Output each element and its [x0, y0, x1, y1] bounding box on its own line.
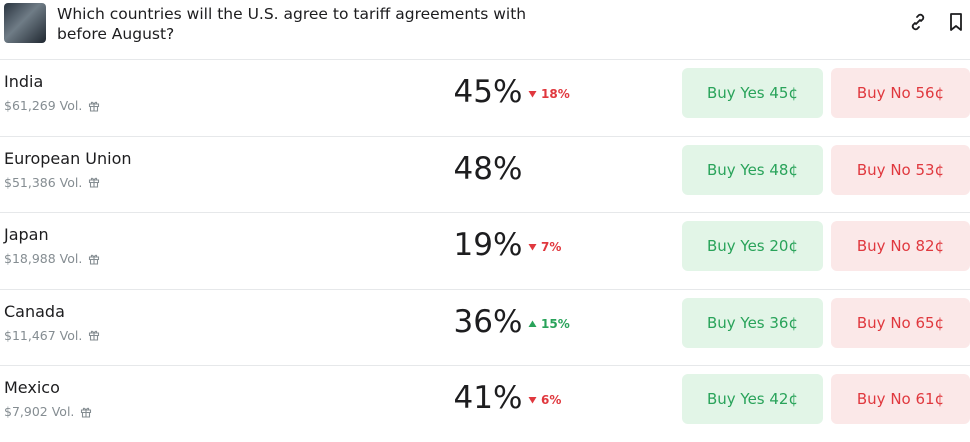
chance: 48%	[453, 150, 523, 187]
change-arrow	[528, 397, 537, 404]
change-arrow	[528, 91, 537, 98]
outcome-row: European Union $51,386 Vol. 48% Buy Yes 48¢…	[0, 135, 970, 213]
buy-no-button[interactable]: Buy No 61¢	[831, 374, 970, 424]
volume: $51,386 Vol.	[4, 175, 100, 190]
volume-text: $7,902 Vol.	[4, 404, 75, 419]
volume-text: $51,386 Vol.	[4, 174, 83, 190]
chance: 41%	[453, 380, 523, 416]
outcome-row: Mexico $7,902 Vol. 41% 6% Buy Yes 42¢ Buy No …	[0, 365, 970, 442]
buy-no-button[interactable]: Buy No 56¢	[831, 68, 970, 118]
market-image	[4, 3, 46, 43]
market-page: Which countries will the U.S. agree to t…	[0, 0, 970, 424]
gift-icon	[89, 101, 100, 112]
volume: $61,269 Vol.	[4, 98, 100, 113]
change-arrow	[528, 244, 537, 251]
change-text: 6%	[541, 393, 562, 407]
chance: 45%	[453, 74, 523, 110]
gift-icon	[81, 407, 92, 418]
chance: 36%	[453, 303, 523, 340]
header: Which countries will the U.S. agree to t…	[0, 0, 970, 59]
market-title: Which countries will the U.S. agree to t…	[57, 5, 527, 43]
outcome-name: European Union	[4, 148, 132, 168]
chance: 19%	[453, 227, 523, 263]
change: 18%	[528, 87, 570, 101]
change-text: 7%	[541, 240, 562, 254]
outcome-row: Canada $11,467 Vol. 36% 15% Buy Yes 36¢ Buy N…	[0, 288, 970, 366]
gift-icon	[89, 254, 100, 265]
buy-no-button[interactable]: Buy No 82¢	[831, 221, 970, 271]
change-arrow	[528, 320, 537, 327]
buy-no-button[interactable]: Buy No 53¢	[831, 144, 970, 195]
link-icon[interactable]	[908, 12, 928, 32]
volume: $11,467 Vol.	[4, 328, 100, 343]
buy-yes-button[interactable]: Buy Yes 20¢	[682, 221, 823, 271]
change-text: 18%	[541, 87, 570, 101]
volume: $7,902 Vol.	[4, 404, 92, 419]
buy-yes-button[interactable]: Buy Yes 45¢	[682, 68, 823, 118]
volume-text: $18,988 Vol.	[4, 251, 83, 266]
outcome-row: Japan $18,988 Vol. 19% 7% Buy Yes 20¢ Buy No …	[0, 212, 970, 289]
outcome-name: Canada	[4, 301, 65, 321]
buy-yes-button[interactable]: Buy Yes 42¢	[682, 374, 823, 424]
bookmark-icon[interactable]	[946, 12, 966, 32]
change: 15%	[528, 317, 570, 331]
volume: $18,988 Vol.	[4, 251, 100, 266]
outcome-row: India $61,269 Vol. 45% 18% Buy Yes 45¢ Buy No…	[0, 59, 970, 136]
gift-icon	[89, 330, 100, 341]
outcome-name: India	[4, 72, 44, 91]
outcome-list: India $61,269 Vol. 45% 18% Buy Yes 45¢ Buy No…	[0, 59, 970, 442]
buy-yes-button[interactable]: Buy Yes 48¢	[682, 144, 823, 195]
outcome-name: Mexico	[4, 378, 60, 397]
buy-no-button[interactable]: Buy No 65¢	[831, 297, 970, 348]
buy-yes-button[interactable]: Buy Yes 36¢	[682, 297, 823, 348]
volume-text: $11,467 Vol.	[4, 327, 83, 343]
outcome-name: Japan	[4, 225, 49, 244]
volume-text: $61,269 Vol.	[4, 98, 83, 113]
change: 6%	[528, 393, 561, 407]
gift-icon	[89, 177, 100, 188]
change: 7%	[528, 240, 561, 254]
change-text: 15%	[541, 316, 570, 331]
